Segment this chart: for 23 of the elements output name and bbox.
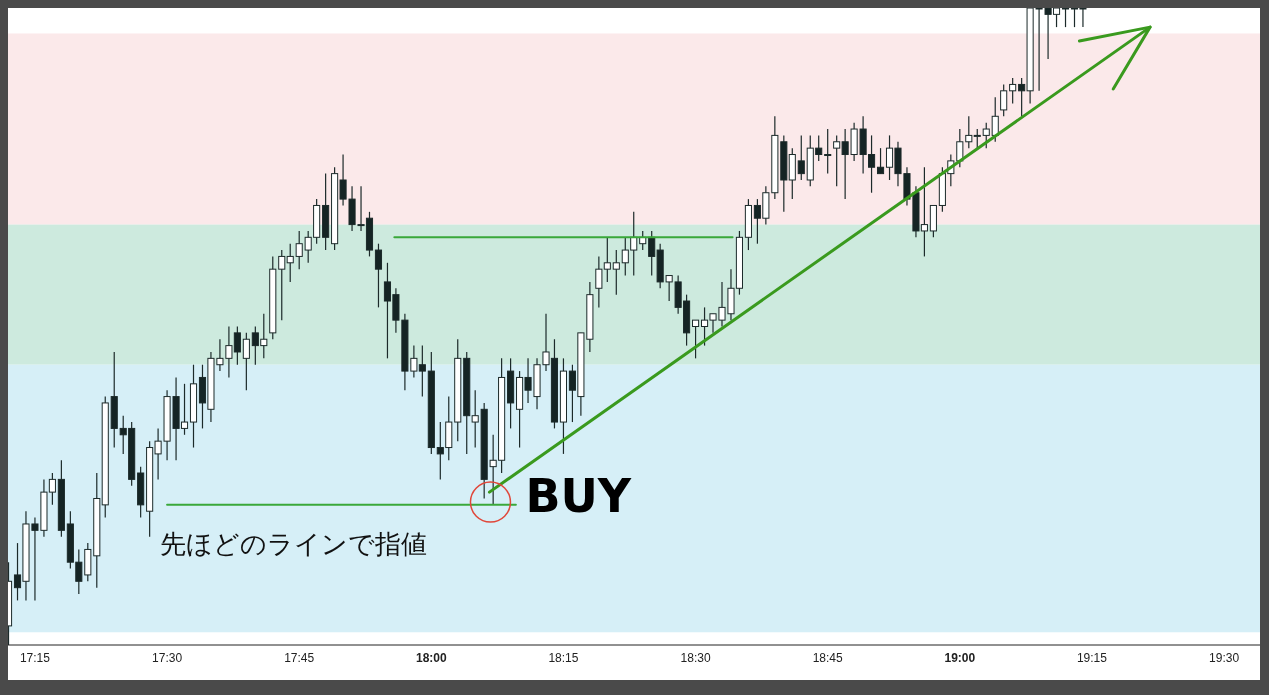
x-tick-label: 17:30 [152, 651, 183, 665]
candlestick [982, 122, 990, 149]
candlestick [824, 128, 832, 175]
annotation: 先ほどのラインで指値 [160, 529, 427, 559]
candlestick [692, 319, 700, 359]
candlestick [1009, 77, 1017, 105]
x-tick-label: 19:15 [1076, 651, 1108, 665]
x-tick-label: 18:00 [415, 651, 447, 665]
candlestick [876, 147, 885, 175]
x-tick-label: 19:30 [1209, 651, 1240, 665]
candlestick [1000, 83, 1008, 117]
candlestick [612, 249, 620, 296]
x-tick-label: 17:45 [284, 651, 315, 665]
candlestick [242, 332, 250, 391]
x-tick-label: 17:15 [19, 651, 51, 665]
x-tick-label: 18:30 [680, 651, 711, 665]
candlestick [797, 134, 805, 181]
x-tick-label: 18:15 [548, 651, 579, 665]
x-tick-label: 19:00 [944, 651, 976, 665]
candlestick [278, 249, 286, 321]
annotation: BUY [525, 469, 632, 524]
candlestick [374, 243, 383, 308]
x-tick-label: 18:45 [812, 651, 844, 665]
